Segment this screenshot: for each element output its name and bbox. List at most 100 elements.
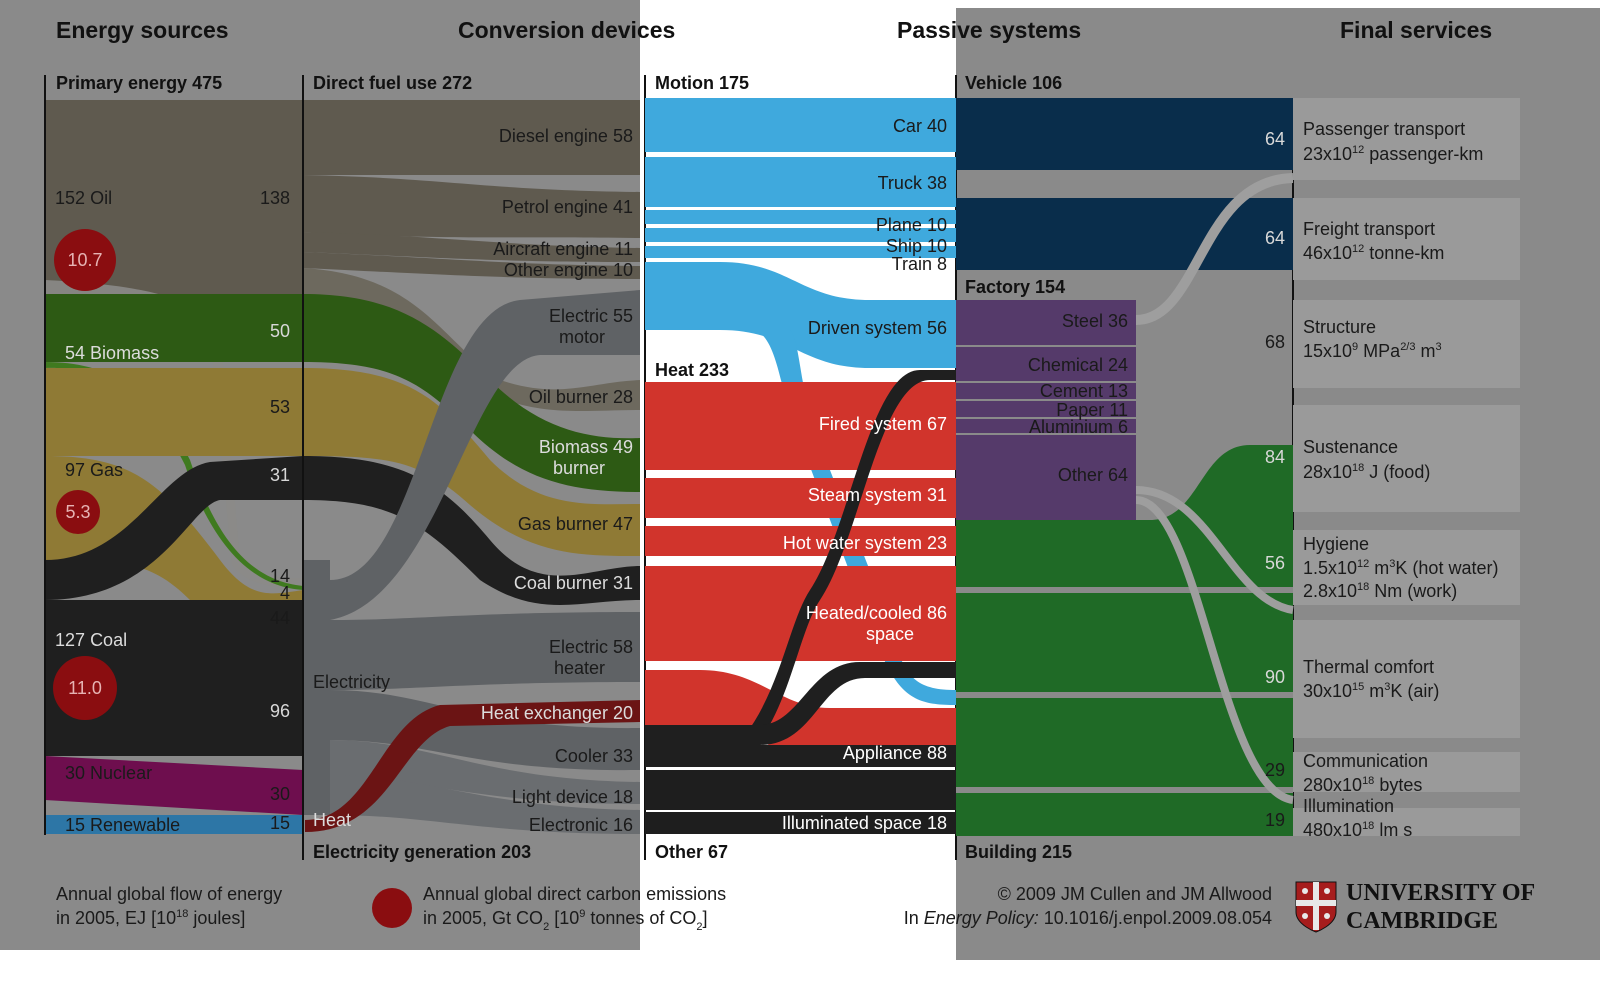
system-car: Car 40: [893, 116, 947, 136]
flow-coal-crossover: [745, 370, 956, 740]
flow-nuclear: [45, 756, 303, 815]
device-electric-heater: Electric 58: [549, 637, 633, 657]
service-unit-structure: 15x109 MPa2/3 m3: [1303, 341, 1442, 361]
service-box-freight: [1293, 198, 1520, 280]
emission-value-coal: 11.0: [68, 678, 102, 698]
service-box-passenger: [1293, 98, 1520, 180]
source-oil-label: 152 Oil: [55, 188, 112, 208]
header-factory: Factory 154: [965, 277, 1065, 297]
footer-copyright: © 2009 JM Cullen and JM Allwood: [998, 884, 1272, 904]
device-electric-heater-line2: heater: [554, 658, 605, 678]
flow-gas-direct-a: [45, 368, 303, 456]
footer-emissions-line2: in 2005, Gt CO2 [109 tonnes of CO2]: [423, 908, 708, 933]
service-name-freight: Freight transport: [1303, 219, 1435, 239]
bar-steam-system: [645, 478, 956, 518]
flow-cooler: [330, 690, 640, 771]
flow-coal-burner: [303, 456, 640, 605]
bar-car: [645, 98, 956, 152]
elec-input-oil: 14: [270, 566, 290, 586]
system-heated-cooled: Heated/cooled 86: [806, 603, 947, 623]
service-box-structure: [1293, 300, 1520, 388]
system-train: Train 8: [892, 254, 947, 274]
footer-emissions-line1: Annual global direct carbon emissions: [423, 884, 726, 904]
header-building: Building 215: [965, 842, 1072, 862]
university-line2: CAMBRIDGE: [1346, 908, 1498, 934]
service-name-communication: Communication: [1303, 751, 1428, 771]
flow-heat-exchanger: [305, 700, 640, 832]
service-unit-thermal: 30x1015 m3K (air): [1303, 681, 1439, 701]
device-other-engine: Other engine 10: [504, 260, 633, 280]
header-vehicle: Vehicle 106: [965, 73, 1062, 93]
device-petrol-engine: Petrol engine 41: [502, 197, 633, 217]
header-other: Other 67: [655, 842, 728, 862]
flow-renewable: [45, 815, 303, 834]
legend-emission-circle: [372, 888, 412, 928]
flow-aircraft: [303, 232, 640, 262]
university-line1: UNIVERSITY OF: [1346, 880, 1535, 906]
source-biomass-label: 54 Biomass: [65, 343, 159, 363]
biomass-direct-value: 50: [270, 321, 290, 341]
flow-factory-to-illumination: [1135, 496, 1295, 804]
device-heat-exchanger: Heat exchanger 20: [481, 703, 633, 723]
elec-input-biomass: 4: [280, 583, 290, 603]
bar-train: [645, 246, 956, 258]
bar-fired-system: [645, 382, 956, 470]
node-vehicle-passenger: [956, 98, 1293, 170]
footer-citation: In Energy Policy: 10.1016/j.enpol.2009.0…: [904, 908, 1272, 928]
system-driven: Driven system 56: [808, 318, 947, 338]
title-conversion-devices: Conversion devices: [458, 17, 675, 43]
device-gas-burner: Gas burner 47: [518, 514, 633, 534]
service-name-illumination: Illumination: [1303, 796, 1394, 816]
bar-ship: [645, 228, 956, 242]
header-motion: Motion 175: [655, 73, 749, 93]
factory-aluminium: Aluminium 6: [1029, 417, 1128, 437]
system-heated-cooled-line2: space: [866, 624, 914, 644]
flow-electric-heater: [330, 612, 640, 690]
node-factory: [956, 300, 1136, 520]
factory-other: Other 64: [1058, 465, 1128, 485]
electricity-label: Electricity: [313, 672, 390, 692]
source-coal-label: 127 Coal: [55, 630, 127, 650]
service-value-thermal: 90: [1265, 667, 1285, 687]
emission-value-oil: 10.7: [67, 250, 102, 270]
elec-input-nuclear: 30: [270, 784, 290, 804]
service-unit-illumination: 480x1018 lm s: [1303, 820, 1412, 840]
source-nuclear-label: 30 Nuclear: [65, 763, 152, 783]
flow-electronic: [330, 775, 640, 834]
device-cooler: Cooler 33: [555, 746, 633, 766]
system-ship: Ship 10: [886, 236, 947, 256]
flow-biomass-direct: [45, 294, 303, 362]
flow-diesel: [303, 100, 640, 175]
system-plane: Plane 10: [876, 215, 947, 235]
service-unit-hygiene: 1.5x1012 m3K (hot water): [1303, 558, 1498, 578]
factory-cement: Cement 13: [1040, 381, 1128, 401]
source-gas-label: 97 Gas: [65, 460, 123, 480]
flow-factory-to-hygiene: [1135, 486, 1294, 614]
title-energy-sources: Energy sources: [56, 17, 229, 43]
service-box-sustenance: [1293, 405, 1520, 512]
heat-label: Heat: [313, 810, 351, 830]
system-fired: Fired system 67: [819, 414, 947, 434]
oil-direct-value: 138: [260, 188, 290, 208]
factory-chemical: Chemical 24: [1028, 355, 1128, 375]
electricity-node: [303, 560, 330, 815]
footer-flow-line2: in 2005, EJ [1018 joules]: [56, 908, 245, 928]
service-value-communication: 29: [1265, 760, 1285, 780]
service-unit-communication: 280x1018 bytes: [1303, 775, 1422, 795]
flow-petrol: [303, 175, 640, 238]
emission-value-gas: 5.3: [65, 502, 90, 522]
emission-circle-gas: [56, 490, 100, 534]
service-box-illumination: [1293, 808, 1520, 836]
node-vehicle-freight: [956, 198, 1293, 270]
bar-driven-system: [645, 262, 956, 368]
bar-other-block: [645, 770, 956, 810]
device-oil-burner: Oil burner 28: [529, 387, 633, 407]
flow-oil-burner: [303, 268, 640, 412]
flow-other-engine: [303, 252, 640, 279]
emission-circle-coal: [53, 656, 117, 720]
service-name-thermal: Thermal comfort: [1303, 657, 1434, 677]
device-biomass-burner-line2: burner: [553, 458, 605, 478]
service-value-hygiene: 56: [1265, 553, 1285, 573]
